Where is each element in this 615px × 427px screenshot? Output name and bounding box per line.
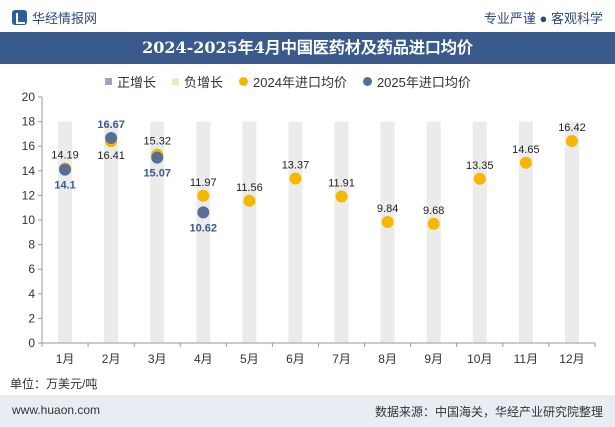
x-tick-label: 7月 xyxy=(332,352,351,366)
data-label-2024: 11.97 xyxy=(190,177,217,189)
legend-swatch-positive xyxy=(105,78,112,85)
title-bar: 2024-2025年4月中国医药材及药品进口均价 xyxy=(0,32,615,64)
point-2024[interactable] xyxy=(335,190,348,203)
legend-label-positive: 正增长 xyxy=(117,75,157,90)
brand[interactable]: 华经情报网 xyxy=(12,8,97,27)
legend-label-2025: 2025年进口均价 xyxy=(376,75,471,90)
point-2024[interactable] xyxy=(565,135,578,148)
y-tick-label: 8 xyxy=(28,238,35,252)
point-2025[interactable] xyxy=(105,131,118,144)
data-label-2025: 10.62 xyxy=(190,222,218,234)
data-label-2024: 13.37 xyxy=(282,160,310,172)
legend-swatch-negative xyxy=(172,78,180,85)
legend-item-negative[interactable]: 负增长 xyxy=(172,72,223,91)
x-tick-label: 8月 xyxy=(378,352,397,366)
point-2025[interactable] xyxy=(197,206,210,219)
unit-label: 单位：万美元/吨 xyxy=(10,377,98,391)
x-tick-label: 11月 xyxy=(514,352,538,366)
data-label-2024: 15.32 xyxy=(143,136,171,148)
x-tick-label: 12月 xyxy=(559,352,584,366)
background-bar xyxy=(104,121,119,343)
data-label-2024: 9.68 xyxy=(423,205,444,217)
point-2024[interactable] xyxy=(197,189,210,202)
data-source: 数据来源：中国海关，华经产业研究院整理 xyxy=(374,405,603,419)
data-label-2024: 14.19 xyxy=(51,149,79,161)
slogan: 专业严谨 ● 客观科学 xyxy=(483,11,603,26)
background-bar xyxy=(58,121,73,343)
footer: www.huaon.com 数据来源：中国海关，华经产业研究院整理 xyxy=(0,395,615,427)
background-bar xyxy=(380,121,395,343)
y-tick-label: 4 xyxy=(28,287,35,301)
chart-title: 2024-2025年4月中国医药材及药品进口均价 xyxy=(142,38,473,57)
point-2024[interactable] xyxy=(243,194,256,207)
data-label-2024: 16.42 xyxy=(558,122,586,134)
x-tick-label: 5月 xyxy=(240,352,259,366)
data-label-2024: 13.35 xyxy=(466,160,494,172)
x-tick-label: 2月 xyxy=(102,352,121,366)
y-tick-label: 20 xyxy=(22,90,36,104)
background-bar xyxy=(196,121,211,343)
data-label-2024: 11.91 xyxy=(328,178,355,190)
y-tick-label: 12 xyxy=(22,188,36,202)
background-bar xyxy=(472,121,487,343)
x-tick-label: 4月 xyxy=(194,352,213,366)
top-bar: 华经情报网 专业严谨 ● 客观科学 xyxy=(0,0,615,32)
legend-swatch-2024 xyxy=(239,77,249,86)
y-tick-label: 14 xyxy=(22,164,36,178)
background-bar xyxy=(242,121,257,343)
y-tick-label: 16 xyxy=(22,139,36,153)
data-label-2025: 15.07 xyxy=(143,168,171,180)
x-tick-label: 10月 xyxy=(467,352,492,366)
background-bar xyxy=(150,121,165,343)
background-bar xyxy=(334,121,349,343)
point-2024[interactable] xyxy=(473,172,486,185)
legend-item-2025[interactable]: 2025年进口均价 xyxy=(362,72,471,91)
y-tick-label: 18 xyxy=(22,115,36,129)
y-tick-label: 10 xyxy=(22,213,36,227)
legend-label-negative: 负增长 xyxy=(184,75,224,90)
data-label-2025: 14.1 xyxy=(54,180,75,192)
data-label-2024: 9.84 xyxy=(377,203,398,215)
y-tick-label: 2 xyxy=(28,311,35,325)
y-tick-label: 6 xyxy=(28,262,35,276)
x-tick-label: 3月 xyxy=(148,352,167,366)
point-2025[interactable] xyxy=(151,151,164,164)
background-bar xyxy=(426,121,441,343)
point-2024[interactable] xyxy=(427,217,440,230)
x-tick-label: 6月 xyxy=(286,352,305,366)
brand-logo-icon xyxy=(12,10,27,25)
data-label-2024: 16.41 xyxy=(97,150,125,162)
data-label-2024: 14.65 xyxy=(512,144,540,156)
legend: 正增长 负增长 2024年进口均价 2025年进口均价 xyxy=(105,72,471,91)
point-2024[interactable] xyxy=(289,172,302,185)
legend-label-2024: 2024年进口均价 xyxy=(253,75,347,90)
point-2024[interactable] xyxy=(381,215,394,228)
x-tick-label: 9月 xyxy=(424,352,443,366)
background-bar xyxy=(288,121,303,343)
site-url[interactable]: www.huaon.com xyxy=(12,403,101,417)
data-label-2025: 16.67 xyxy=(97,119,125,131)
background-bar xyxy=(518,121,533,343)
y-tick-label: 0 xyxy=(28,336,35,350)
point-2025[interactable] xyxy=(59,163,72,176)
legend-item-2024[interactable]: 2024年进口均价 xyxy=(239,72,347,91)
background-bar xyxy=(564,121,579,343)
brand-name: 华经情报网 xyxy=(32,11,98,26)
legend-swatch-2025 xyxy=(362,77,372,86)
data-label-2024: 11.56 xyxy=(236,182,263,194)
x-tick-label: 1月 xyxy=(56,352,75,366)
point-2024[interactable] xyxy=(519,156,532,169)
legend-item-positive[interactable]: 正增长 xyxy=(105,72,156,91)
